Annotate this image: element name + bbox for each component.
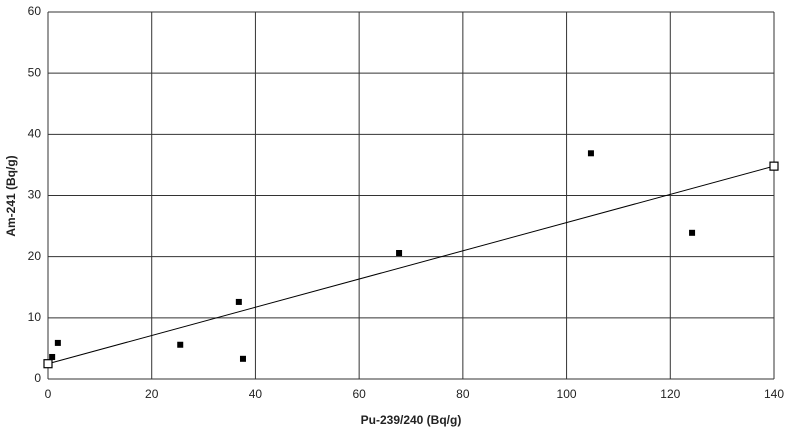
x-tick-label: 80 <box>456 387 470 401</box>
x-tick-label: 100 <box>557 387 577 401</box>
y-tick-label: 30 <box>28 188 42 202</box>
data-point <box>49 353 56 360</box>
x-tick-label: 60 <box>352 387 366 401</box>
y-axis-label: Am-241 (Bq/g) <box>4 155 18 236</box>
x-tick-label: 140 <box>764 387 784 401</box>
y-tick-label: 50 <box>28 65 42 79</box>
y-tick-label: 40 <box>28 127 42 141</box>
data-point <box>239 355 246 362</box>
trend-line <box>47 165 775 365</box>
data-point <box>54 339 61 346</box>
x-tick-label: 0 <box>45 387 52 401</box>
data-point <box>689 229 696 236</box>
data-point <box>587 150 594 157</box>
trend-marker <box>769 161 779 171</box>
data-point <box>396 249 403 256</box>
x-tick-label: 40 <box>249 387 263 401</box>
y-tick-label: 20 <box>28 249 42 263</box>
y-tick-label: 10 <box>28 310 42 324</box>
x-tick-label: 20 <box>145 387 159 401</box>
x-tick-label: 120 <box>660 387 680 401</box>
y-tick-label: 60 <box>28 4 42 18</box>
data-point <box>235 298 242 305</box>
y-tick-label: 0 <box>34 371 41 385</box>
data-point <box>177 341 184 348</box>
x-axis-label: Pu-239/240 (Bq/g) <box>361 413 462 427</box>
trend-marker <box>43 359 53 369</box>
